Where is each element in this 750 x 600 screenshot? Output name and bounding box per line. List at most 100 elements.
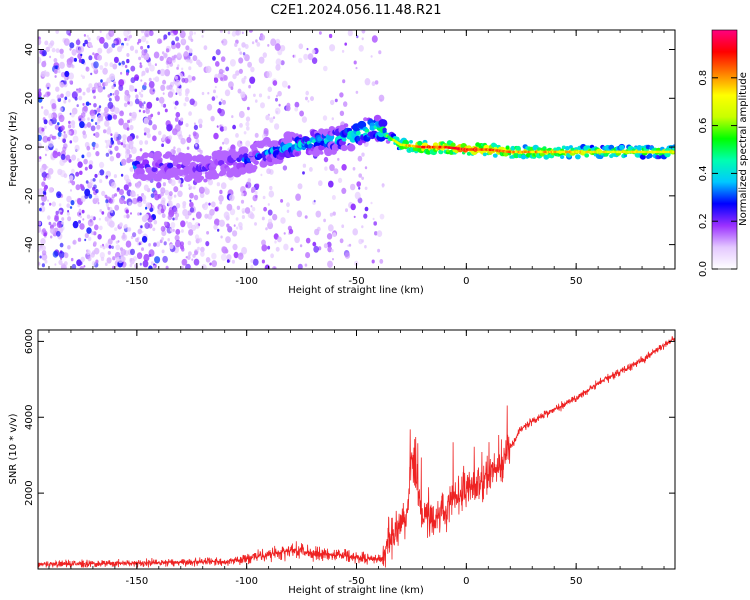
heatmap-cell: [141, 235, 148, 243]
heatmap-cell: [135, 167, 145, 176]
heatmap-cell: [215, 49, 221, 56]
heatmap-cell: [138, 91, 142, 96]
heatmap-cell: [117, 256, 123, 264]
heatmap-cell: [274, 107, 281, 115]
heatmap-cell: [74, 144, 80, 152]
heatmap-cell: [72, 239, 77, 245]
heatmap-cell: [111, 43, 116, 48]
heatmap-cell: [166, 226, 173, 234]
heatmap-cell: [114, 95, 120, 102]
heatmap-cell: [135, 182, 141, 189]
heatmap-cell: [38, 261, 41, 267]
heatmap-cell: [218, 219, 225, 227]
heatmap-cell: [179, 30, 186, 39]
heatmap-cell: [137, 212, 141, 216]
heatmap-cell: [82, 130, 86, 135]
heatmap-cell: [286, 209, 290, 213]
spectrogram-x-tick-label: -100: [235, 276, 258, 287]
heatmap-cell: [304, 263, 308, 267]
heatmap-cell: [137, 196, 143, 203]
heatmap-cell: [107, 218, 113, 227]
spectrogram-x-axis-label: Height of straight line (km): [288, 285, 424, 296]
heatmap-cell: [173, 54, 177, 59]
spectrogram-x-tick-label: -150: [125, 276, 148, 287]
heatmap-cell: [176, 52, 182, 58]
heatmap-cell: [121, 233, 128, 241]
heatmap-cell: [180, 137, 186, 145]
heatmap-cell: [153, 219, 158, 225]
heatmap-cell: [252, 258, 259, 266]
heatmap-cell: [67, 180, 71, 184]
heatmap-cell: [80, 53, 83, 57]
heatmap-cell: [175, 239, 181, 248]
heatmap-cell: [290, 247, 294, 252]
heatmap-cell: [67, 216, 72, 222]
heatmap-cell: [195, 138, 200, 144]
heatmap-cell: [623, 154, 628, 158]
heatmap-cell: [253, 160, 259, 166]
heatmap-cell: [239, 123, 243, 128]
heatmap-cell: [265, 114, 270, 121]
heatmap-cell: [92, 186, 96, 191]
heatmap-cell: [41, 60, 47, 68]
heatmap-cell: [203, 178, 208, 183]
heatmap-cell: [309, 167, 313, 172]
heatmap-cell: [232, 73, 237, 80]
heatmap-cell: [510, 145, 516, 151]
heatmap-cell: [379, 259, 384, 264]
heatmap-cell: [166, 85, 171, 90]
heatmap-cell: [317, 136, 322, 142]
heatmap-cell: [105, 139, 112, 147]
heatmap-cell: [148, 243, 152, 247]
heatmap-cell: [88, 160, 94, 166]
heatmap-cell: [219, 126, 225, 132]
heatmap-cell: [261, 244, 268, 252]
heatmap-cell: [149, 30, 154, 37]
heatmap-cell: [219, 146, 223, 150]
heatmap-cell: [39, 255, 42, 259]
heatmap-cell: [173, 194, 177, 198]
heatmap-cell: [364, 78, 371, 86]
heatmap-cell: [160, 103, 164, 107]
heatmap-cell: [100, 79, 103, 83]
heatmap-cell: [515, 145, 521, 151]
heatmap-cell: [146, 69, 149, 74]
heatmap-cell: [213, 77, 219, 84]
heatmap-cell: [299, 244, 303, 248]
heatmap-cell: [94, 143, 99, 149]
heatmap-cell: [200, 246, 205, 253]
heatmap-cell: [154, 63, 157, 66]
heatmap-cell: [140, 30, 145, 34]
snr-x-axis-label: Height of straight line (km): [288, 585, 424, 596]
heatmap-cell: [64, 70, 70, 78]
heatmap-cell: [331, 249, 334, 253]
heatmap-cell: [71, 123, 76, 129]
heatmap-cell: [172, 101, 176, 105]
heatmap-cell: [70, 200, 75, 206]
heatmap-cell: [553, 147, 557, 151]
heatmap-cell: [112, 265, 115, 269]
heatmap-cell: [59, 48, 64, 55]
heatmap-cell: [130, 159, 133, 163]
heatmap-cell: [224, 248, 229, 254]
heatmap-cell: [143, 132, 147, 136]
heatmap-cell: [174, 175, 180, 181]
heatmap-cell: [229, 59, 236, 67]
heatmap-cell: [251, 164, 258, 171]
heatmap-cell: [198, 123, 203, 129]
heatmap-cell: [110, 133, 113, 137]
heatmap-cell: [97, 234, 102, 240]
spectrogram-x-tick-label: 50: [570, 276, 583, 287]
heatmap-cell: [352, 228, 359, 236]
heatmap-cell: [97, 47, 103, 54]
heatmap-cell: [102, 86, 106, 90]
heatmap-cell: [55, 48, 60, 53]
heatmap-cell: [113, 56, 119, 64]
heatmap-cell: [77, 161, 83, 168]
heatmap-cell: [242, 52, 246, 56]
heatmap-cell: [139, 64, 143, 69]
heatmap-cell: [86, 227, 92, 234]
heatmap-cell: [347, 30, 353, 37]
heatmap-cell: [175, 36, 180, 42]
heatmap-cell: [63, 131, 66, 134]
